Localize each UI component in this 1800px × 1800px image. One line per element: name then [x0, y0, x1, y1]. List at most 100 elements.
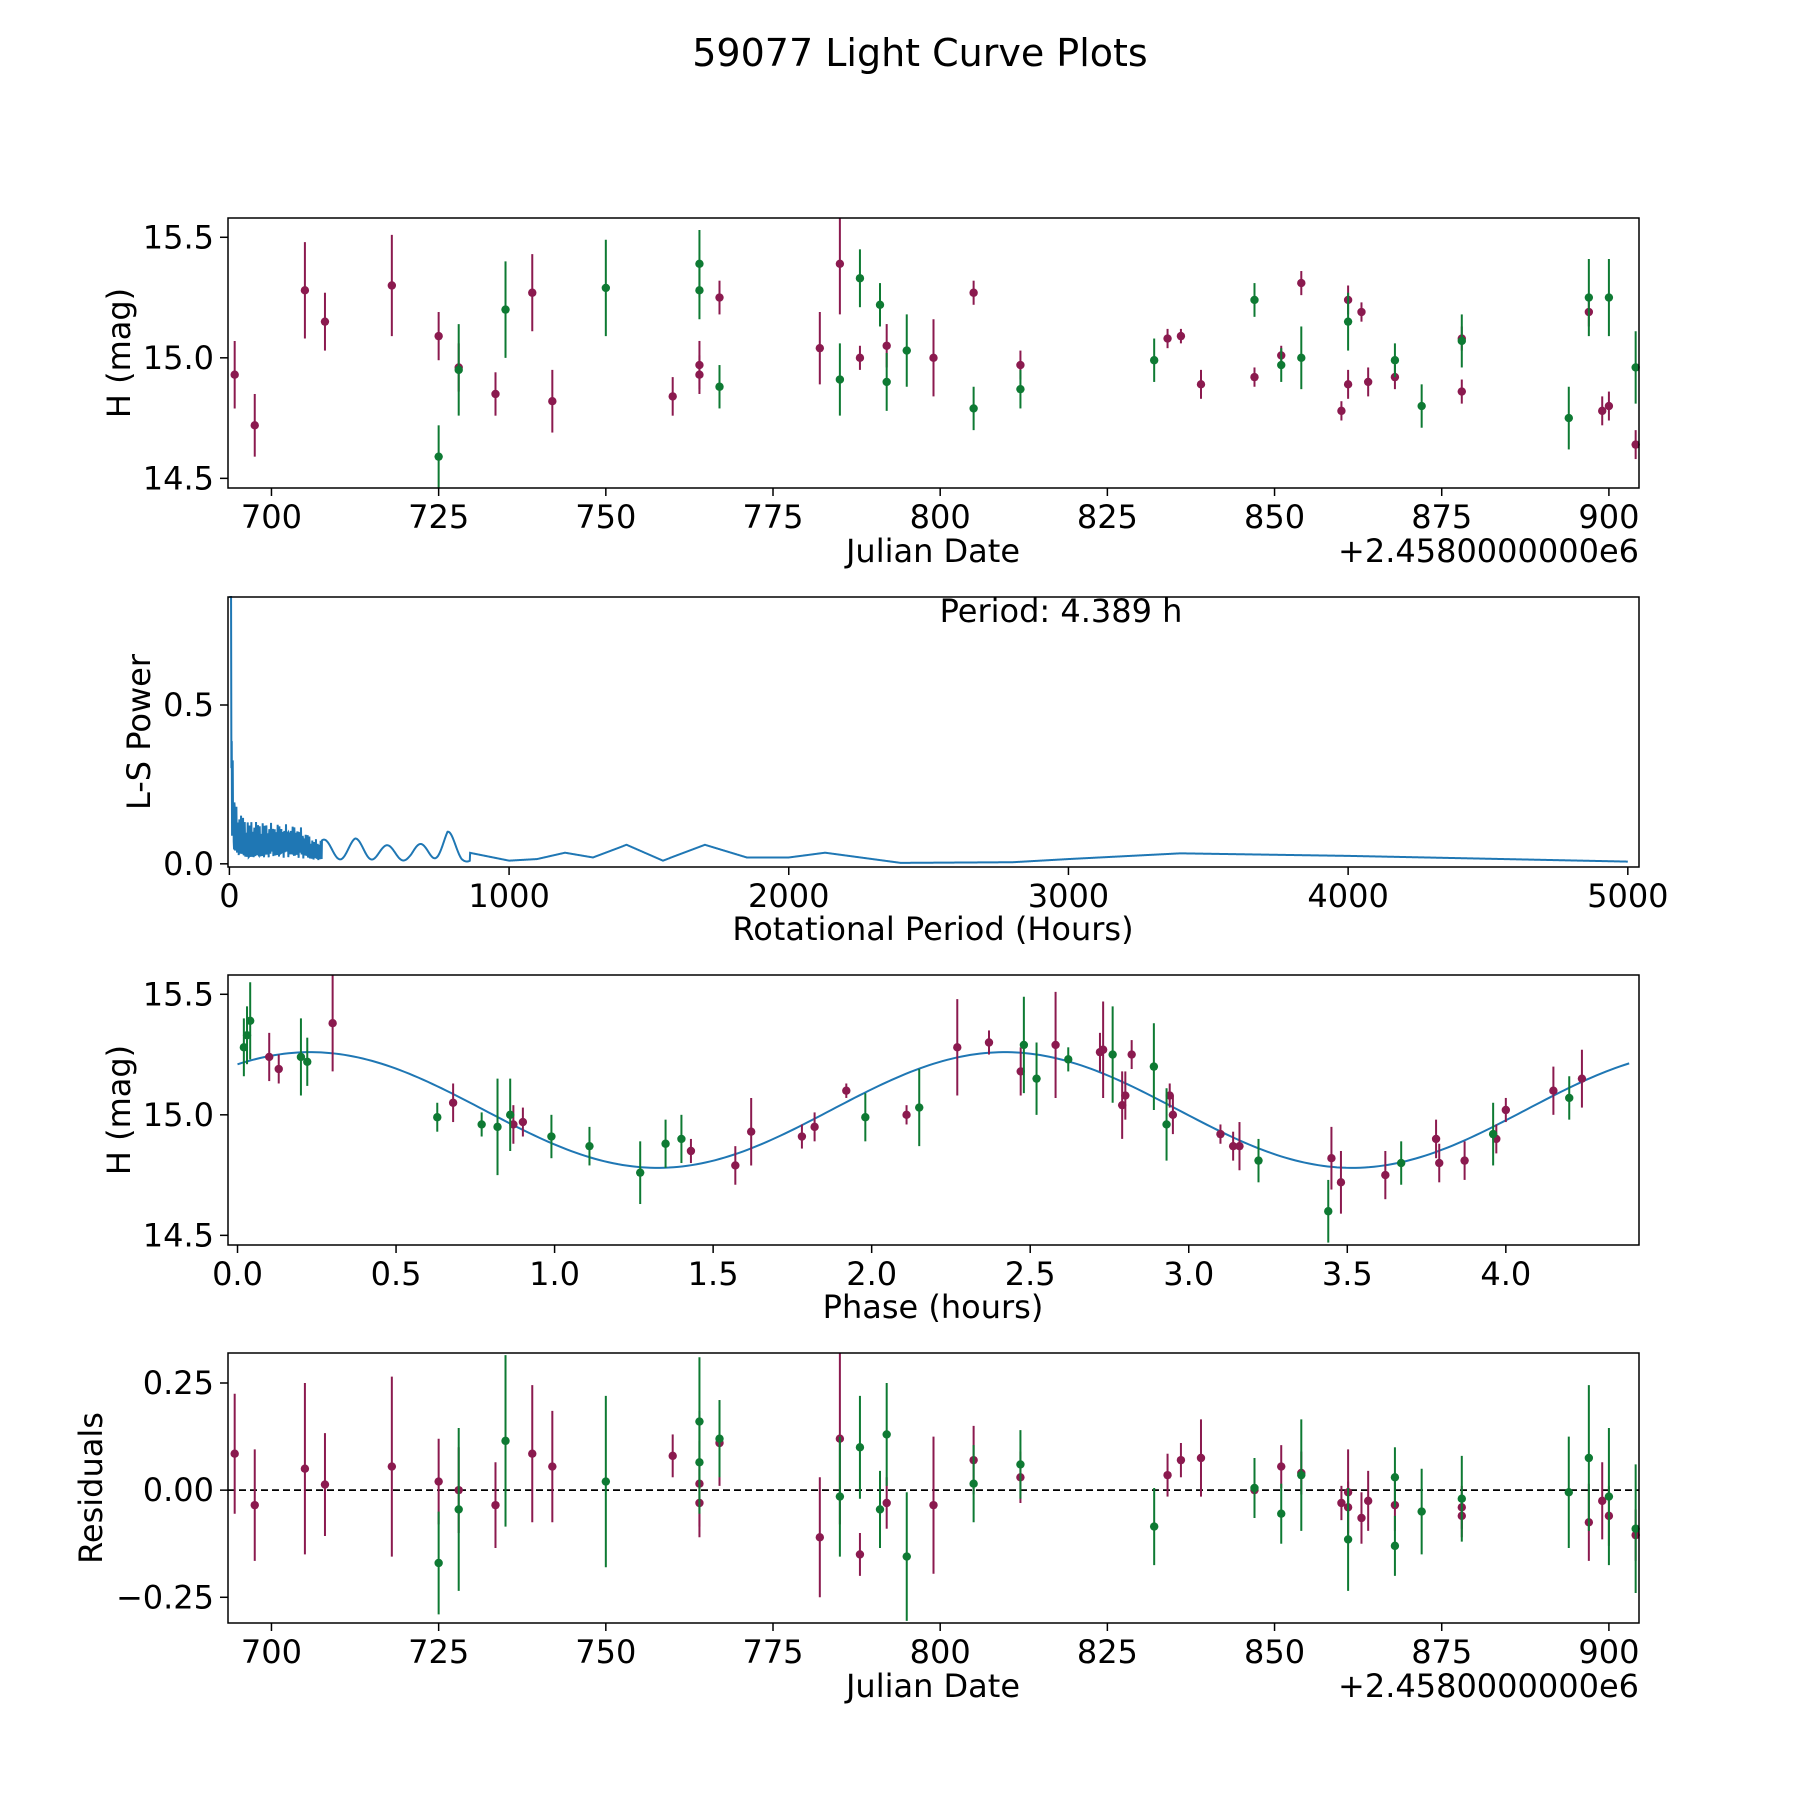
residuals-offset-label: +2.4580000000e6: [1338, 1667, 1639, 1705]
phased-point-purple: [746, 1127, 756, 1136]
phased-point-purple: [328, 1019, 337, 1028]
lightcurve-point-green: [969, 404, 978, 413]
phased-point-purple: [1228, 1141, 1238, 1151]
lightcurve-xlabel: Julian Date: [844, 532, 1020, 570]
lightcurve-xtick-label: 775: [742, 498, 803, 536]
lightcurve-point-purple: [882, 341, 891, 350]
phased-panel: 0.0 0.5 1.0 1.5 2.0 2.5 3.0 3.5 4.014.515.015.5 …: [100, 974, 1640, 1326]
phased-point-green: [506, 1110, 515, 1120]
phased-point-purple: [902, 1110, 911, 1120]
lightcurve-point-purple: [250, 421, 259, 430]
periodogram-panel: 0 1000 2000 3000 4000 5000 0.0 0.5 Period: 4.38…: [120, 592, 1669, 948]
phased-point-green: [1032, 1074, 1041, 1083]
residuals-point-purple: [882, 1498, 891, 1508]
residuals-xtick-label: 700: [241, 1633, 302, 1671]
lightcurve-point-purple: [1250, 372, 1259, 382]
periodogram-xlabel: Rotational Period (Hours): [732, 910, 1133, 948]
lightcurve-point-purple: [1604, 401, 1614, 411]
residuals-point-green: [875, 1505, 885, 1514]
residuals-xtick-label: 900: [1578, 1633, 1639, 1671]
lightcurve-point-green: [1631, 363, 1640, 372]
phased-point-purple: [797, 1132, 807, 1141]
lightcurve-point-purple: [835, 259, 845, 269]
phased-point-green: [1396, 1158, 1406, 1168]
residuals-point-purple: [1176, 1455, 1186, 1465]
phased-point-purple: [1216, 1129, 1225, 1139]
phased-xtick-label: 3.0: [1163, 1255, 1214, 1293]
residuals-marks: [228, 1353, 1640, 1621]
phased-point-green: [1488, 1129, 1498, 1139]
residuals-xlabel: Julian Date: [844, 1667, 1020, 1705]
lightcurve-ytick-label: 14.5: [143, 459, 214, 497]
periodogram-marks: [229, 596, 1628, 864]
periodogram-ytick-label: 0.0: [163, 845, 214, 883]
phased-xtick-label: 3.5: [1322, 1255, 1373, 1293]
lightcurve-point-purple: [300, 286, 310, 295]
lightcurve-point-purple: [387, 281, 397, 290]
lightcurve-xtick-label: 875: [1411, 498, 1472, 536]
lightcurve-xtick-label: 900: [1578, 498, 1639, 536]
residuals-point-green: [1631, 1524, 1640, 1533]
phased-point-purple: [265, 1052, 274, 1062]
lightcurve-point-green: [882, 377, 891, 387]
lightcurve-point-purple: [695, 360, 704, 370]
periodogram-xtick-label: 0: [219, 877, 239, 915]
lightcurve-point-green: [875, 300, 885, 309]
figure-title: 59077 Light Curve Plots: [692, 31, 1147, 75]
lightcurve-point-green: [1390, 356, 1400, 365]
residuals-point-purple: [1598, 1496, 1607, 1506]
phased-point-purple: [731, 1161, 740, 1170]
phased-ytick-label: 15.5: [143, 975, 214, 1013]
phased-point-purple: [1117, 1100, 1127, 1110]
phased-point-green: [1019, 1040, 1029, 1050]
residuals-point-green: [1277, 1509, 1286, 1518]
residuals-point-purple: [548, 1462, 557, 1471]
residuals-point-green: [969, 1479, 978, 1488]
phased-xtick-label: 2.0: [846, 1255, 897, 1293]
lightcurve-point-green: [695, 259, 704, 269]
phased-point-green: [303, 1057, 312, 1066]
phased-point-purple: [518, 1117, 528, 1127]
residuals-point-purple: [528, 1449, 537, 1458]
residuals-xtick-label: 850: [1244, 1633, 1305, 1671]
lightcurve-point-purple: [491, 389, 500, 399]
phased-point-green: [661, 1139, 670, 1148]
phased-xtick-label: 0.0: [212, 1255, 263, 1293]
phased-point-green: [1324, 1207, 1333, 1216]
residuals-point-purple: [815, 1533, 825, 1542]
lightcurve-offset-label: +2.4580000000e6: [1338, 532, 1639, 570]
periodogram-xtick-label: 4000: [1307, 877, 1388, 915]
lightcurve-marks: [230, 218, 1640, 488]
lightcurve-point-purple: [1598, 406, 1607, 416]
lightcurve-ticks: 700 725 750 775 800 825 850 875 900 14.5 15.0 15.5: [143, 218, 1640, 536]
phased-point-green: [915, 1103, 924, 1112]
residuals-point-green: [1604, 1492, 1614, 1501]
residuals-point-green: [695, 1417, 704, 1426]
phased-point-purple: [1016, 1067, 1025, 1076]
lightcurve-point-purple: [1457, 387, 1466, 396]
phased-axes-frame: [227, 974, 1640, 1246]
lightcurve-point-green: [1149, 356, 1159, 365]
lightcurve-point-green: [715, 382, 724, 391]
residuals-ytick-label: −0.25: [116, 1578, 214, 1616]
residuals-point-purple: [300, 1464, 310, 1473]
residuals-xtick-label: 775: [742, 1633, 803, 1671]
lightcurve-point-purple: [1176, 331, 1186, 341]
phased-point-purple: [1435, 1158, 1444, 1168]
phased-point-purple: [1165, 1091, 1174, 1100]
residuals-point-green: [1149, 1522, 1159, 1531]
lightcurve-point-green: [434, 452, 443, 461]
phased-point-green: [585, 1141, 594, 1151]
periodogram-annotation: Period: 4.389 h: [940, 592, 1183, 630]
phased-point-purple: [1501, 1105, 1511, 1115]
lightcurve-xtick-label: 750: [575, 498, 636, 536]
phased-point-green: [547, 1132, 556, 1141]
residuals-xtick-label: 750: [575, 1633, 636, 1671]
lightcurve-point-green: [902, 346, 911, 355]
lightcurve-point-green: [1564, 413, 1573, 423]
lightcurve-point-green: [601, 283, 611, 293]
lightcurve-point-green: [1297, 353, 1306, 363]
lightcurve-point-green: [1604, 293, 1614, 302]
residuals-point-green: [1343, 1535, 1353, 1544]
lightcurve-point-purple: [1016, 360, 1025, 370]
